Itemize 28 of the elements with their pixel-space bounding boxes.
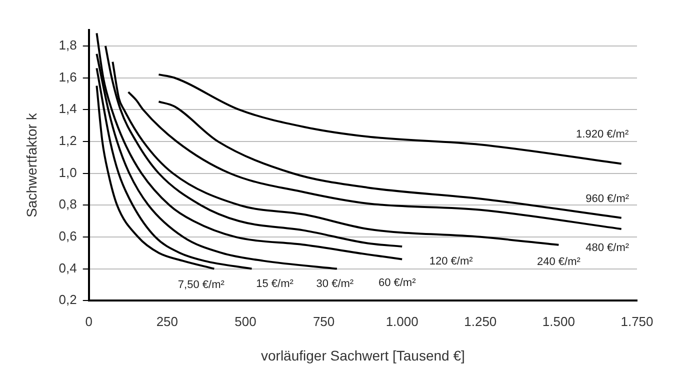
y-tick-label: 1,4	[58, 101, 77, 116]
annotation: 1.920 €/m²	[576, 128, 629, 141]
y-tick-label: 1,6	[58, 69, 77, 84]
x-axis-title: vorläufiger Sachwert [Tausend €]	[260, 347, 465, 364]
annotation: 960 €/m²	[586, 192, 630, 205]
y-tick-label: 0,6	[58, 228, 77, 244]
annotation: 7,50 €/m²	[178, 278, 225, 291]
annotation: 15 €/m²	[256, 278, 294, 290]
annotation: 480 €/m²	[586, 242, 630, 254]
x-tick-label: 1.250	[464, 314, 497, 329]
y-tick-label: 1,0	[58, 164, 77, 180]
annotation: 120 €/m²	[429, 256, 474, 268]
y-axis-title: Sachwertfaktor k	[23, 112, 40, 218]
x-tick-label: 1.750	[620, 314, 654, 329]
y-tick-label: 0,8	[58, 196, 77, 212]
x-tick-label: 500	[234, 314, 256, 329]
x-tick-label: 0	[85, 314, 92, 329]
annotation: 240 €/m²	[536, 256, 581, 268]
y-tick-label: 0,2	[58, 292, 77, 308]
x-tick-label: 1.500	[542, 314, 575, 329]
y-tick-label: 1,8	[58, 37, 77, 52]
x-tick-label: 750	[312, 314, 335, 329]
annotation: 60 €/m²	[378, 277, 416, 290]
annotation: 30 €/m²	[316, 278, 354, 290]
x-tick-label: 1.000	[386, 314, 418, 329]
y-tick-label: 0,4	[58, 260, 77, 276]
y-tick-label: 1,2	[58, 133, 77, 148]
x-tick-label: 250	[156, 314, 178, 329]
